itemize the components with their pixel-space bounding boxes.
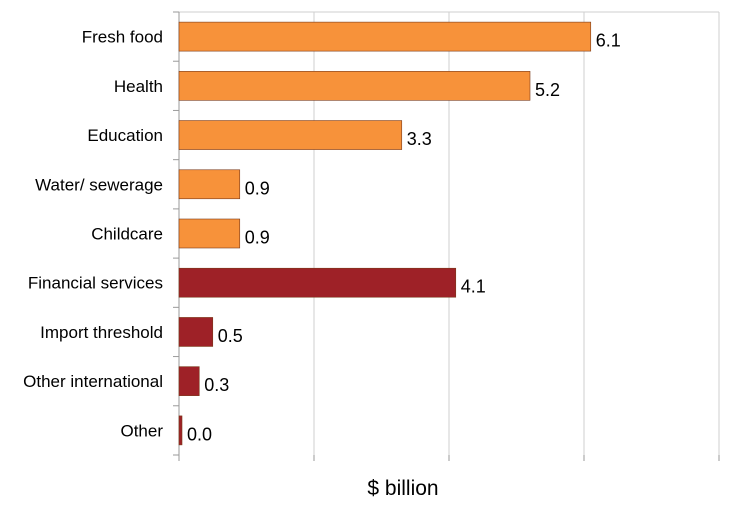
category-label: Health (114, 77, 163, 96)
bar (178, 415, 183, 446)
category-label: Water/ sewerage (35, 175, 163, 194)
bar (178, 267, 457, 298)
category-label: Childcare (91, 225, 163, 244)
data-label: 0.3 (204, 375, 229, 395)
data-label: 0.0 (187, 424, 212, 444)
bar (178, 366, 200, 396)
data-label: 3.3 (407, 129, 432, 149)
bars (178, 21, 592, 446)
category-label: Import threshold (40, 323, 163, 342)
category-label: Other (120, 421, 163, 440)
data-label: 0.9 (245, 228, 270, 248)
x-axis-title: $ billion (367, 477, 438, 500)
bar (178, 71, 531, 101)
bar (178, 120, 403, 150)
category-label: Other international (23, 372, 163, 391)
bar (178, 169, 241, 200)
labels: Fresh food 6.1 Health 5.2 Education 3.3 Water/… (23, 28, 621, 445)
data-label: 0.9 (245, 178, 270, 198)
data-label: 0.5 (218, 326, 243, 346)
data-label: 4.1 (461, 277, 486, 297)
category-label: Fresh food (82, 28, 163, 47)
category-label: Education (87, 126, 163, 145)
data-label: 5.2 (535, 80, 560, 100)
bar (178, 317, 214, 347)
category-label: Financial services (28, 274, 163, 293)
bar (178, 218, 241, 249)
data-label: 6.1 (596, 31, 621, 51)
bar (178, 21, 592, 52)
